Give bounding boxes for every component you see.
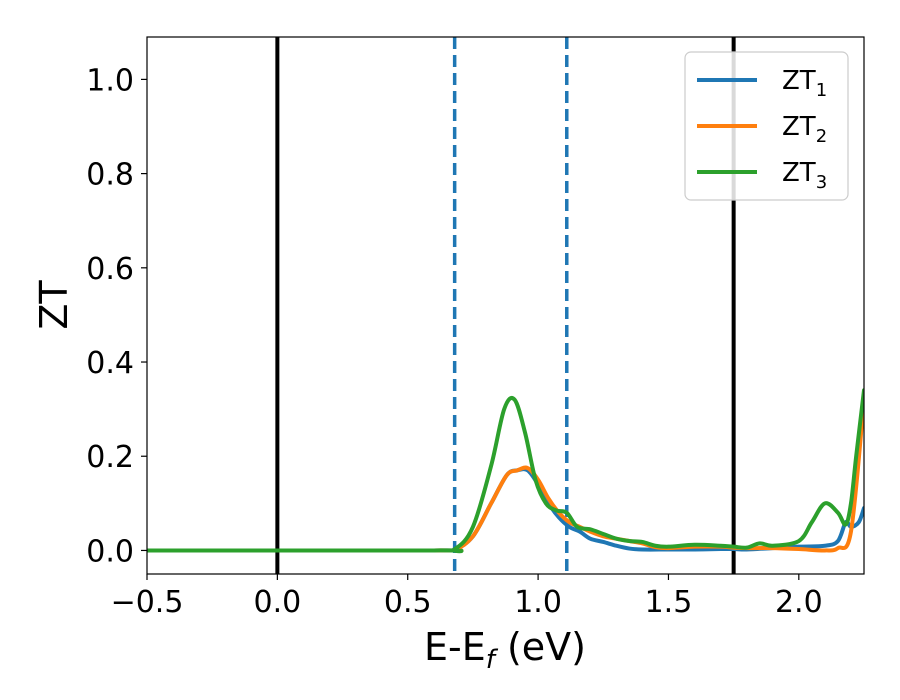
- y-tick-label: 0.8: [86, 158, 134, 193]
- series-line-zt1: [147, 467, 864, 553]
- series-line-zt2: [147, 397, 864, 553]
- reference-lines: [275, 37, 736, 574]
- legend: ZT1 ZT2 ZT3: [684, 51, 849, 201]
- x-axis: −0.5 0.0 0.5 1.0 1.5 2.0: [111, 574, 823, 620]
- x-tick-label: 1.0: [514, 585, 562, 620]
- y-axis-label: ZT: [32, 280, 76, 330]
- y-tick-label: 0.4: [86, 346, 134, 381]
- legend-label-zt1: ZT1: [782, 66, 827, 101]
- legend-box: [684, 51, 849, 201]
- y-tick-label: 0.2: [86, 440, 134, 475]
- legend-label-zt2: ZT2: [782, 112, 827, 147]
- y-axis: 0.0 0.2 0.4 0.6 0.8 1.0: [86, 63, 147, 569]
- legend-label-zt3: ZT3: [782, 158, 827, 193]
- x-axis-label: E-Ef (eV): [424, 625, 586, 675]
- y-tick-label: 0.0: [86, 534, 134, 569]
- x-tick-label: 2.0: [775, 585, 823, 620]
- series-line-zt3: [147, 388, 864, 554]
- x-tick-label: 1.5: [645, 585, 693, 620]
- x-tick-label: 0.5: [384, 585, 432, 620]
- x-tick-label: −0.5: [111, 585, 184, 620]
- series-layer: [147, 388, 864, 554]
- x-tick-label: 0.0: [254, 585, 302, 620]
- y-tick-label: 0.6: [86, 252, 134, 287]
- plot-frame: [146, 36, 865, 575]
- y-tick-label: 1.0: [86, 63, 134, 98]
